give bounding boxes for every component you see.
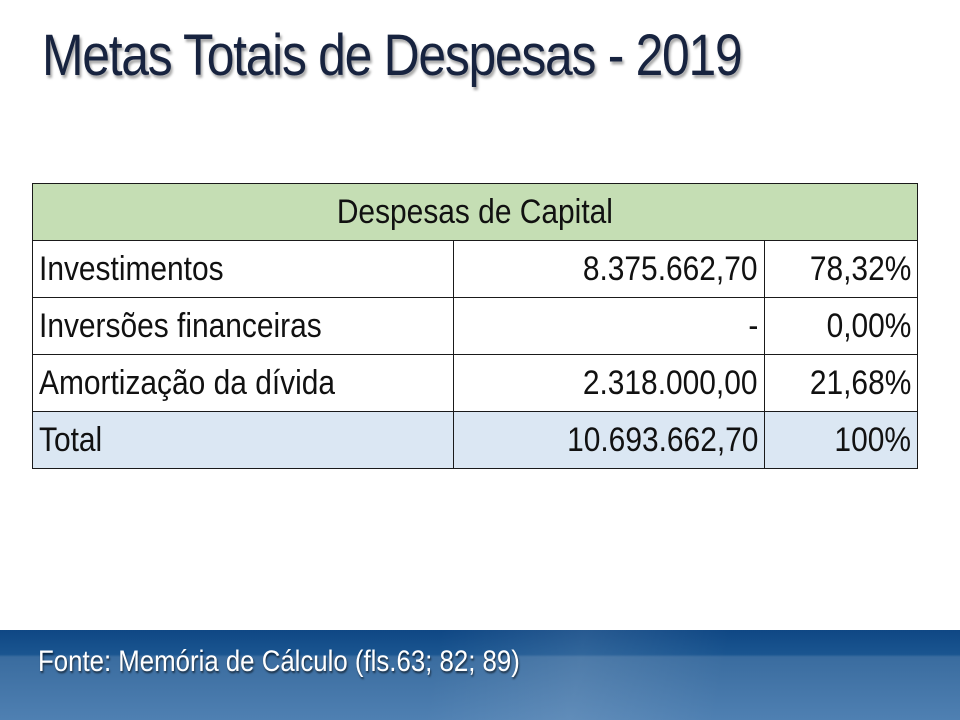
table-row: Amortização da dívida 2.318.000,00 21,68… xyxy=(32,354,918,412)
row-percent: 0,00% xyxy=(826,307,911,345)
row-value: 8.375.662,70 xyxy=(583,250,758,288)
row-label-cell: Inversões financeiras xyxy=(32,297,454,355)
row-label-cell: Amortização da dívida xyxy=(32,354,454,412)
row-percent-cell: 21,68% xyxy=(764,354,918,412)
total-percent: 100% xyxy=(834,421,911,459)
row-percent-cell: 0,00% xyxy=(764,297,918,355)
table-row: Inversões financeiras - 0,00% xyxy=(32,297,918,355)
total-label-cell: Total xyxy=(32,411,454,469)
total-value: 10.693.662,70 xyxy=(566,421,758,459)
row-label: Investimentos xyxy=(39,250,224,288)
total-label: Total xyxy=(39,421,103,459)
row-value-cell: 8.375.662,70 xyxy=(453,240,765,298)
row-percent-cell: 78,32% xyxy=(764,240,918,298)
row-value: - xyxy=(748,307,758,345)
table-total-row: Total 10.693.662,70 100% xyxy=(32,411,918,469)
table-header-row: Despesas de Capital xyxy=(32,183,918,241)
row-value-cell: 2.318.000,00 xyxy=(453,354,765,412)
slide-title: Metas Totais de Despesas - 2019 xyxy=(42,23,743,88)
table-header: Despesas de Capital xyxy=(32,183,918,241)
source-note: Fonte: Memória de Cálculo (fls.63; 82; 8… xyxy=(38,645,520,678)
table-row: Investimentos 8.375.662,70 78,32% xyxy=(32,240,918,298)
total-value-cell: 10.693.662,70 xyxy=(453,411,765,469)
row-label-cell: Investimentos xyxy=(32,240,454,298)
row-value: 2.318.000,00 xyxy=(583,364,758,402)
row-label: Amortização da dívida xyxy=(39,364,336,402)
capital-expenses-table: Despesas de Capital Investimentos 8.375.… xyxy=(32,183,918,469)
row-value-cell: - xyxy=(453,297,765,355)
footer-band xyxy=(0,630,960,720)
row-label: Inversões financeiras xyxy=(39,307,322,345)
row-percent: 78,32% xyxy=(809,250,911,288)
table-header-label: Despesas de Capital xyxy=(336,193,614,231)
total-percent-cell: 100% xyxy=(764,411,918,469)
row-percent: 21,68% xyxy=(809,364,911,402)
